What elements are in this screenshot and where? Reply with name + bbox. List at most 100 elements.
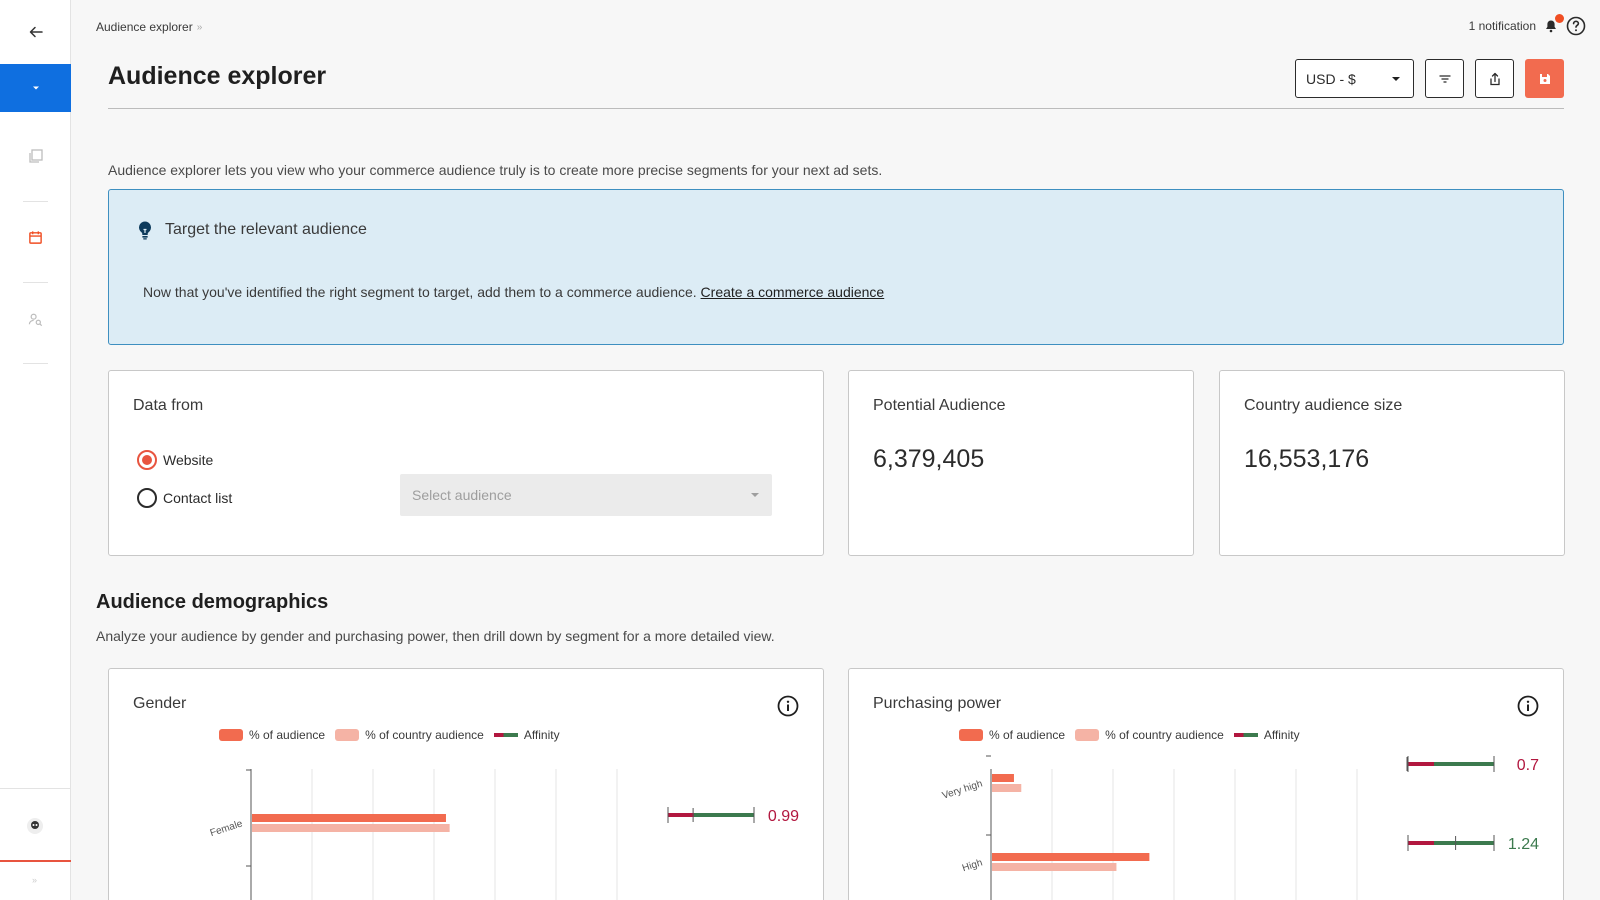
info-banner: Target the relevant audience Now that yo… [108, 189, 1564, 345]
chart-legend: % of audience % of country audience Affi… [219, 728, 560, 742]
currency-select[interactable]: USD - $ [1295, 59, 1414, 98]
banner-text: Now that you've identified the right seg… [143, 284, 884, 300]
copy-pages-icon [28, 149, 43, 163]
avatar[interactable] [24, 815, 46, 837]
category-label: Very high [941, 778, 984, 801]
notification-area: 1 notification [1468, 14, 1586, 36]
potential-audience-card: Potential Audience 6,379,405 [848, 370, 1194, 556]
legend-swatch [1075, 729, 1100, 741]
category-label: High [961, 857, 984, 874]
sidebar-divider [23, 282, 48, 283]
affinity-bar-negative [1408, 762, 1434, 766]
legend-country[interactable]: % of country audience [1075, 728, 1224, 742]
legend-label: Affinity [1263, 728, 1300, 742]
back-button[interactable] [0, 10, 71, 54]
info-icon[interactable] [777, 695, 799, 717]
banner-title: Target the relevant audience [165, 221, 367, 238]
affinity-value-label: 1.24 [1508, 836, 1539, 853]
info-icon[interactable] [1517, 695, 1539, 717]
breadcrumb-separator: » [196, 21, 203, 33]
breadcrumb-item[interactable]: Audience explorer [96, 20, 193, 34]
calendar-icon [29, 230, 42, 244]
section-subtitle: Analyze your audience by gender and purc… [96, 628, 775, 644]
affinity-value-label: 0.99 [768, 808, 799, 825]
radio-website[interactable]: Website [137, 450, 213, 470]
sidebar-active-indicator [0, 860, 71, 862]
legend-swatch [959, 729, 983, 741]
bar-audience [992, 853, 1150, 861]
radio-contact-list[interactable]: Contact list [137, 488, 232, 508]
user-search-icon [28, 313, 43, 326]
filter-button[interactable] [1425, 59, 1464, 98]
legend-audience[interactable]: % of audience [959, 728, 1065, 742]
sidebar-item-calendar[interactable] [0, 212, 71, 262]
affinity-bar-positive [1434, 841, 1494, 845]
sidebar-item-audience-search[interactable] [0, 294, 71, 344]
chart-legend: % of audience % of country audience Affi… [959, 728, 1300, 742]
title-divider [108, 108, 1564, 109]
help-icon[interactable] [1566, 16, 1586, 36]
section-title: Audience demographics [96, 591, 329, 613]
affinity-bar-negative [668, 813, 694, 817]
caret-down-icon [32, 86, 39, 90]
select-placeholder: Select audience [412, 487, 512, 503]
category-label: Female [209, 818, 245, 839]
legend-swatch [493, 733, 518, 737]
sidebar-item-menu-dropdown[interactable] [0, 64, 71, 112]
legend-swatch [1233, 733, 1258, 737]
filter-icon [1438, 74, 1451, 83]
legend-country[interactable]: % of country audience [335, 728, 484, 742]
sidebar-divider [23, 201, 48, 202]
bar-audience [252, 814, 446, 822]
notification-dot [1555, 14, 1564, 23]
sidebar-divider [0, 788, 71, 789]
legend-swatch [335, 729, 360, 741]
legend-audience[interactable]: % of audience [219, 728, 325, 742]
purchasing-power-chart: Very high 0.7 High 1.24 [941, 755, 1539, 900]
page-title: Audience explorer [108, 62, 327, 90]
affinity-bar-negative [1408, 841, 1434, 845]
sidebar: » [0, 0, 71, 900]
currency-value: USD - $ [1306, 70, 1356, 87]
potential-audience-title: Potential Audience [873, 397, 1006, 414]
country-audience-value: 16,553,176 [1244, 445, 1370, 473]
data-from-card: Data from Website Contact list Select au… [108, 370, 824, 556]
radio-button-checked[interactable] [137, 450, 157, 470]
radio-label: Contact list [163, 490, 233, 506]
gender-chart-card: Gender % of audience % of country audien… [108, 668, 824, 900]
export-button[interactable] [1475, 59, 1514, 98]
legend-affinity[interactable]: Affinity [1233, 728, 1300, 742]
purchasing-power-chart-card: Purchasing power % of audience % of coun… [848, 668, 1564, 900]
country-audience-title: Country audience size [1244, 397, 1403, 414]
notification-label[interactable]: 1 notification [1468, 19, 1536, 33]
potential-audience-value: 6,379,405 [873, 445, 985, 473]
legend-affinity[interactable]: Affinity [493, 728, 560, 742]
intro-text: Audience explorer lets you view who your… [108, 162, 883, 178]
banner-header: Target the relevant audience [137, 220, 367, 240]
radio-button[interactable] [137, 488, 157, 508]
affinity-bar-positive [1434, 762, 1494, 766]
create-commerce-audience-link[interactable]: Create a commerce audience [700, 284, 885, 300]
bell-icon[interactable] [1542, 14, 1564, 35]
arrow-left-icon [29, 26, 43, 38]
chart-title: Gender [133, 695, 187, 712]
breadcrumb: Audience explorer » [96, 20, 202, 34]
legend-swatch [219, 729, 243, 741]
chart-title: Purchasing power [873, 695, 1002, 712]
legend-label: % of audience [249, 728, 326, 742]
legend-label: Affinity [523, 728, 560, 742]
legend-label: % of country audience [1105, 728, 1224, 742]
expand-icon[interactable]: » [32, 875, 38, 885]
affinity-bar-positive [694, 813, 754, 817]
lightbulb-icon [139, 221, 151, 240]
caret-down-icon [1392, 76, 1400, 81]
bar-country [992, 784, 1022, 792]
sidebar-item-pages[interactable] [0, 131, 71, 181]
country-audience-card: Country audience size 16,553,176 [1219, 370, 1565, 556]
bar-country [252, 824, 450, 832]
save-button[interactable] [1525, 59, 1564, 98]
select-audience-dropdown[interactable]: Select audience [400, 474, 772, 516]
sidebar-divider [23, 363, 48, 364]
user-avatar-icon [27, 818, 43, 834]
banner-body: Now that you've identified the right seg… [143, 284, 697, 300]
